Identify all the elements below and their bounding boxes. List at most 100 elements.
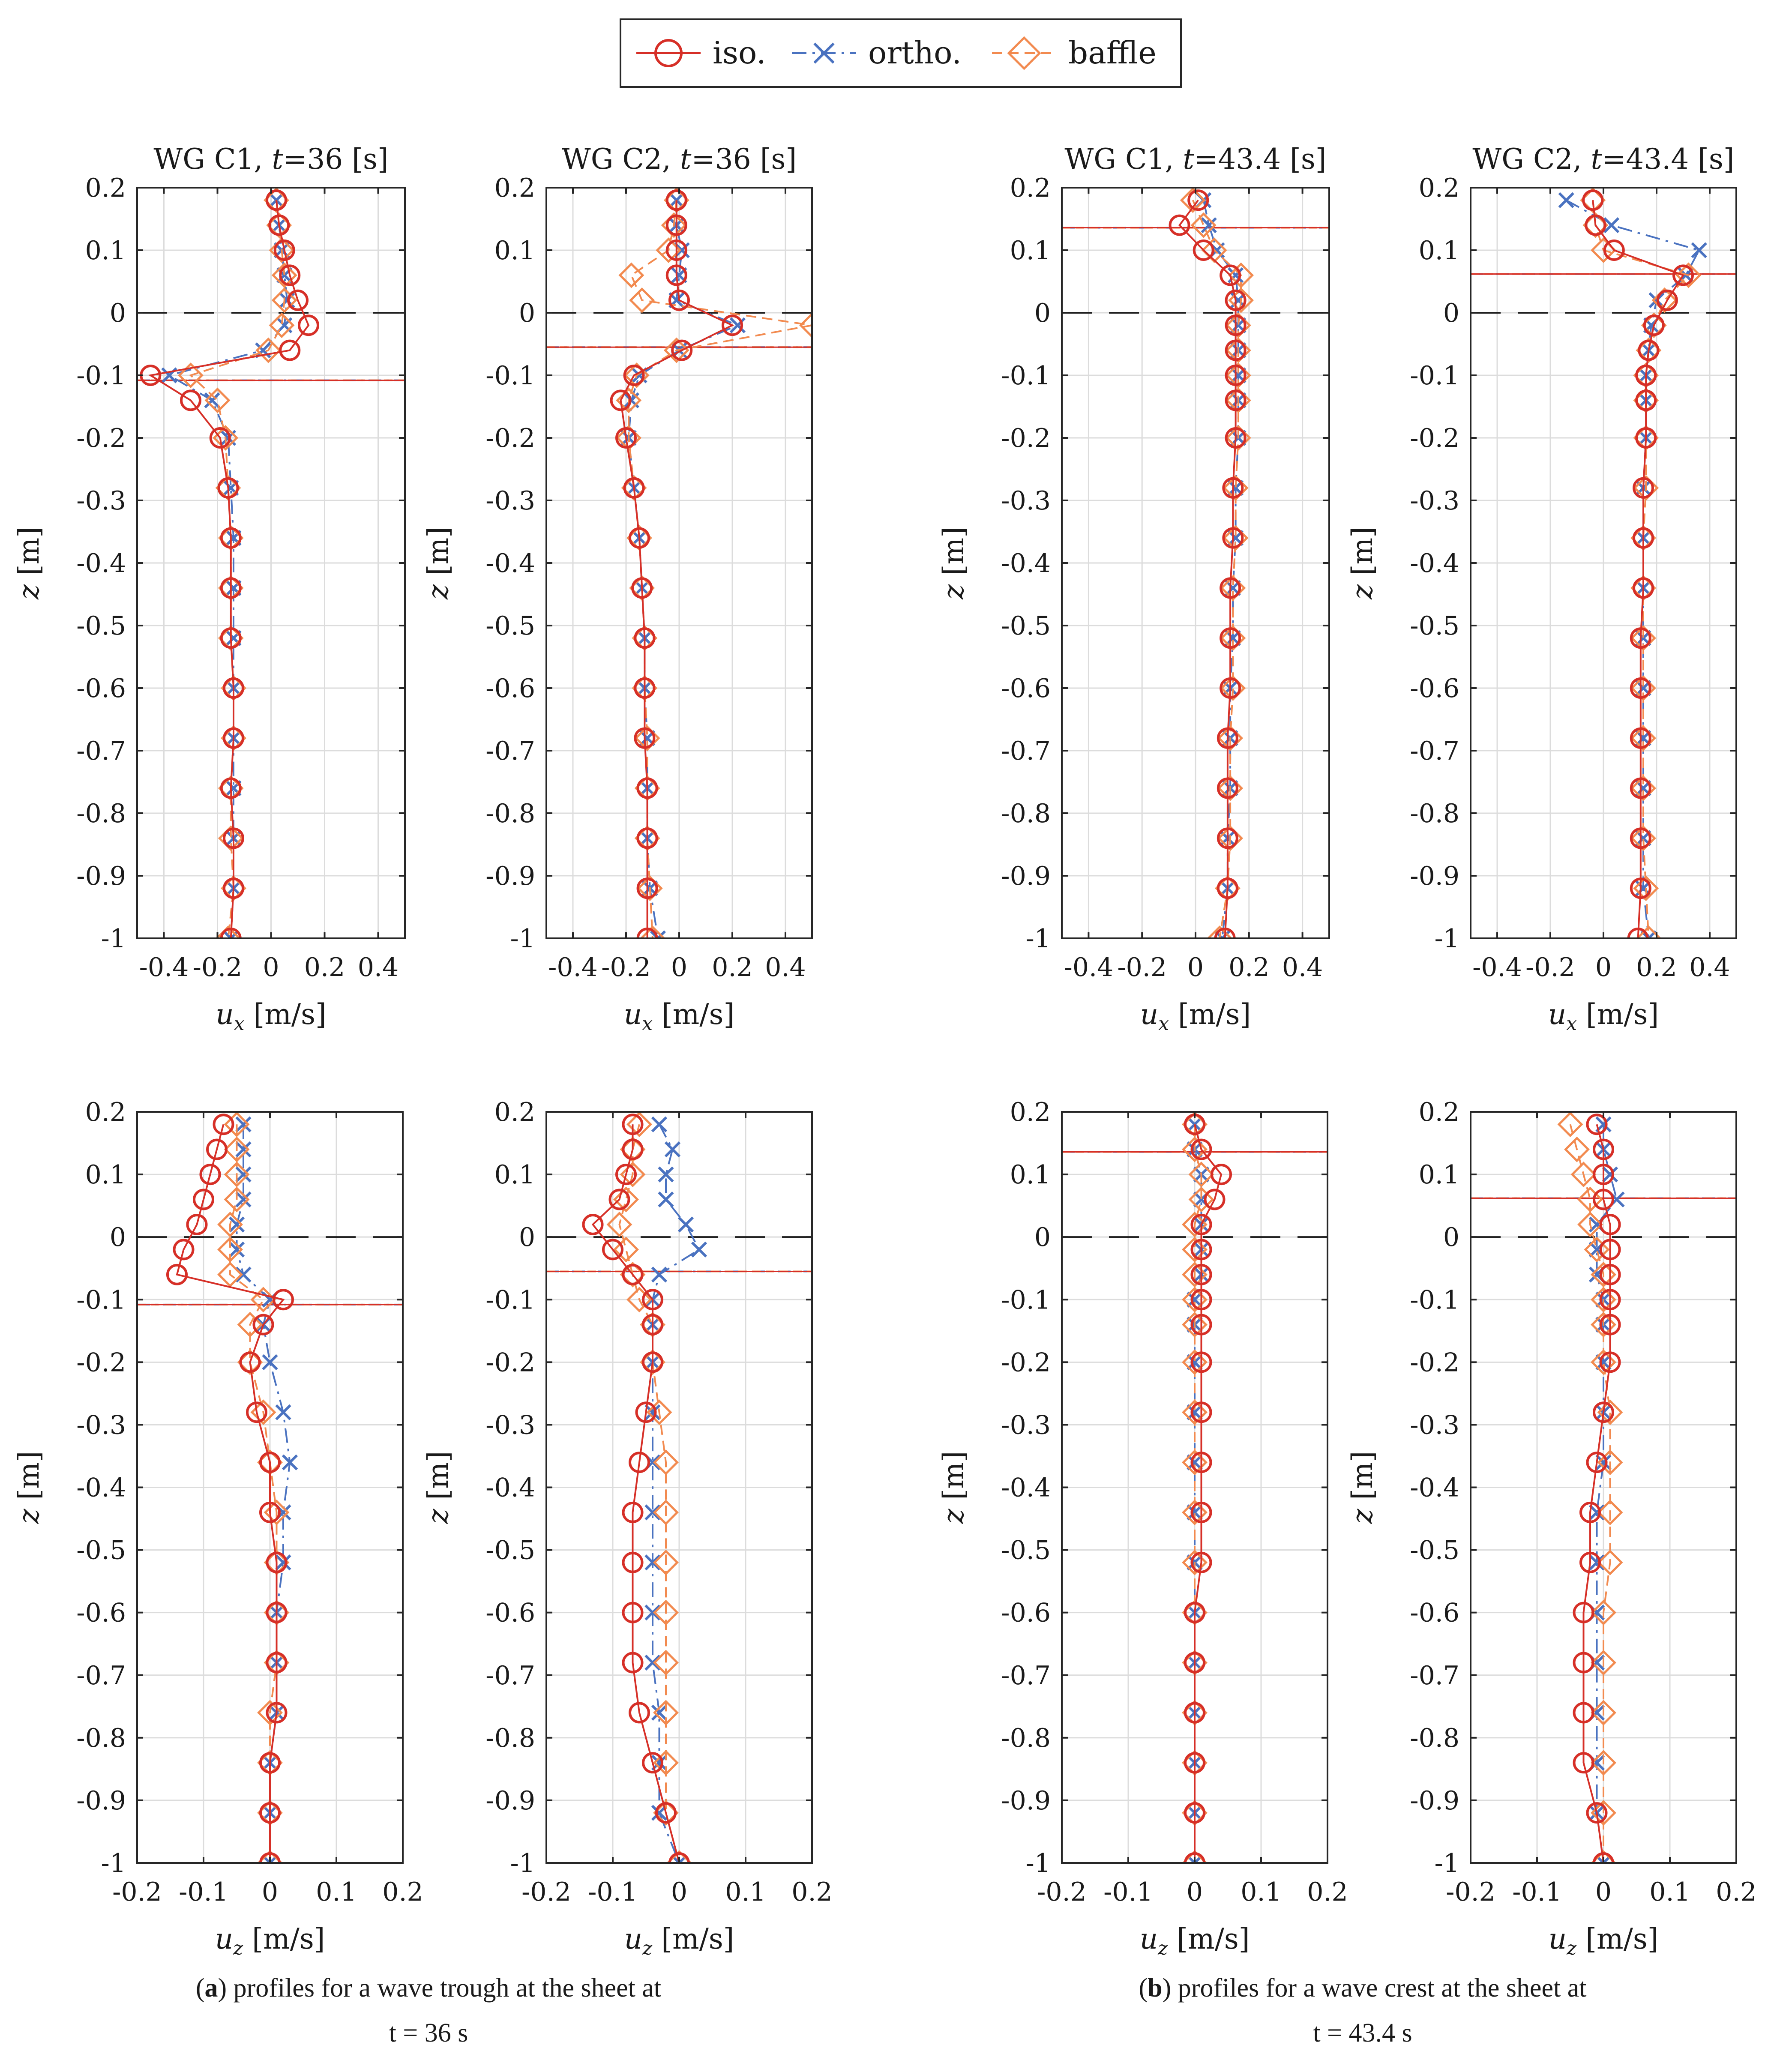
data-point-iso [622,1551,644,1573]
y-tick-label: -1 [101,1848,126,1878]
data-point-baffle [653,1750,679,1776]
data-point-iso [642,1314,663,1335]
data-point-iso [223,677,244,699]
data-point-iso [1193,240,1214,261]
data-point-iso [1211,1164,1232,1186]
data-point-iso [220,527,242,549]
data-point-ortho [275,1554,291,1571]
x-axis-label: ux [m/s] [216,998,327,1035]
panel-ux_c2_t43: -0.4 -0.2 0 0.2 0.40.20.10-0.1-0.2-0.3-0.4-0… [1346,143,1737,1035]
series-layer [1558,188,1707,938]
data-point-iso [1586,1114,1608,1135]
data-point-baffle [1207,925,1233,938]
y-tick-label: -1 [1026,1848,1051,1878]
data-point-baffle [1220,575,1246,601]
y-tick-label: -0.7 [1410,1661,1459,1691]
data-point-iso [622,1501,644,1523]
data-point-baffle [271,287,297,313]
y-tick-label: -0.6 [76,674,126,704]
y-tick-label: -1 [510,924,535,954]
data-point-iso [1627,928,1649,938]
y-tick-label: 0 [110,298,126,328]
data-point-ortho [1201,217,1217,234]
y-axis-label-symbol: z [1346,1508,1379,1524]
data-point-iso [1586,1802,1608,1824]
y-axis-label: z [m] [422,1451,455,1524]
data-point-iso [615,427,637,449]
data-point-iso [1204,1189,1226,1210]
caption-a: (a) profiles for a wave trough at the sh… [195,1973,662,2048]
y-tick-label: -0.1 [485,1285,535,1315]
data-point-iso [1599,1289,1621,1311]
data-point-baffle [224,1112,250,1138]
y-tick-label: -0.4 [1410,1473,1459,1503]
data-point-iso [1190,1551,1212,1573]
data-point-baffle [1633,475,1659,501]
data-point-iso [665,240,687,261]
panel-title-time: =43.4 [s] [1602,143,1735,176]
x-axis-label-subscript: z [642,1937,653,1959]
panel-title: WG C1, t=43.4 [s] [1064,143,1326,176]
x-tick-label: 0.2 [304,952,345,982]
x-tick-label: 0 [1187,1877,1203,1907]
data-point-baffle [1630,625,1656,651]
data-point-baffle [1591,1750,1616,1776]
data-point-iso [223,727,244,749]
data-point-baffle [1591,1349,1616,1375]
data-point-baffle [1182,1499,1208,1525]
panel-title-gauge: WG C1, [1064,143,1183,176]
data-point-iso [622,1652,644,1674]
x-tick-label: -0.4 [139,952,189,982]
data-point-iso [582,1213,604,1235]
y-tick-label: -0.9 [485,861,535,891]
data-point-iso [629,1452,650,1473]
series-line-ortho [652,1124,701,1863]
data-point-iso [608,1189,630,1210]
y-tick-label: -1 [510,1848,535,1878]
data-point-iso [1593,1401,1614,1423]
data-point-baffle [653,1599,679,1626]
data-point-iso [1672,264,1694,286]
series-line-baffle [1194,1124,1202,1863]
caption-a-label: a [204,1973,218,2003]
data-point-ortho [282,1454,298,1470]
x-tick-label: 0.2 [1307,1877,1348,1907]
y-tick-label: -0.5 [1001,1536,1051,1566]
data-point-iso [602,1239,623,1261]
data-point-baffle [1651,287,1678,313]
x-tick-label: 0.2 [382,1877,423,1907]
y-tick-label: -0.8 [1001,799,1051,829]
data-point-ortho [658,1166,674,1183]
data-point-iso [1190,1314,1212,1335]
data-point-ortho [644,1654,661,1671]
data-point-baffle [1597,1449,1623,1476]
y-tick-label: -0.2 [76,423,126,453]
y-tick-label: -0.2 [485,423,535,453]
data-point-ortho [1187,1404,1203,1420]
data-point-ortho [1187,1504,1203,1521]
data-point-iso [1633,477,1654,499]
data-point-iso [1190,1452,1212,1473]
data-point-iso [193,1189,214,1210]
data-point-iso [665,214,687,236]
data-point-baffle [1225,425,1251,451]
series-line-ortho [1596,1124,1618,1863]
data-point-baffle [264,1499,290,1525]
data-point-baffle [1182,1449,1208,1476]
y-tick-label: -1 [101,924,126,954]
y-tick-label: -0.8 [76,1723,126,1753]
data-point-baffle [653,1449,679,1476]
x-axis-label: uz [m/s] [215,1922,325,1959]
data-point-baffle [1597,1499,1623,1525]
data-point-iso [220,577,242,599]
y-axis-label-unit: [m] [422,527,455,584]
data-point-ortho [1588,1554,1605,1571]
data-point-ortho [1187,1454,1203,1470]
y-axis-label-symbol: z [937,1508,970,1524]
panel-title-t: t [1183,143,1194,176]
x-tick-label: -0.2 [193,952,243,982]
data-point-iso [220,928,242,938]
y-tick-label: -0.9 [1001,1786,1051,1816]
data-point-iso [1225,339,1247,361]
data-point-iso [266,1652,288,1674]
